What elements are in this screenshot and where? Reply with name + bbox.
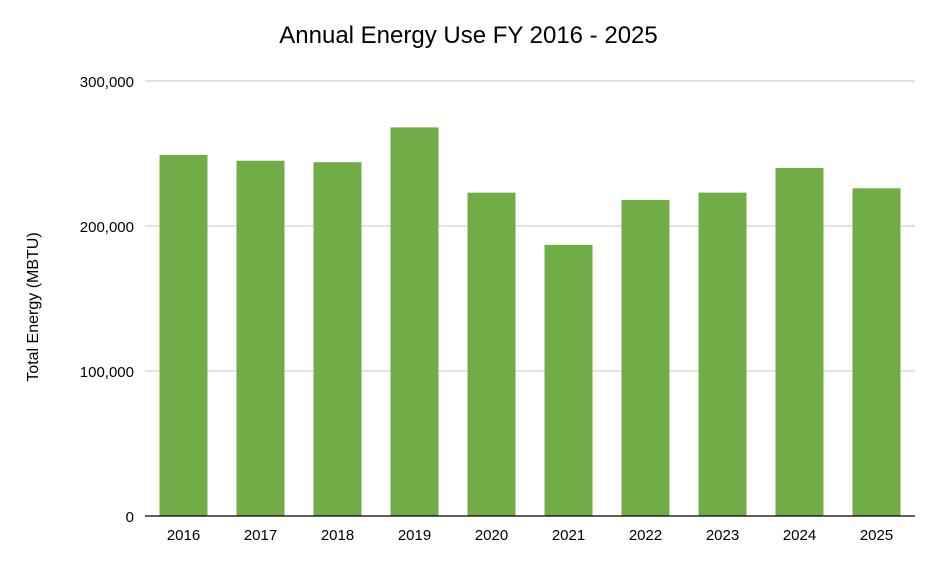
x-tick-label: 2019: [398, 527, 431, 544]
y-tick-label: 0: [126, 509, 134, 526]
x-tick-label: 2024: [783, 527, 816, 544]
x-tick-label: 2020: [475, 527, 508, 544]
bar: [236, 160, 285, 516]
bar: [390, 127, 439, 517]
bar: [467, 192, 516, 516]
bar: [159, 154, 208, 516]
bar: [698, 192, 747, 516]
y-tick-label: 100,000: [80, 364, 134, 381]
bar: [775, 168, 824, 516]
x-tick-label: 2023: [706, 527, 739, 544]
x-tick-label: 2016: [167, 527, 200, 544]
bar: [621, 199, 670, 516]
x-tick-label: 2025: [860, 527, 893, 544]
y-tick-label: 200,000: [80, 219, 134, 236]
bar: [852, 188, 901, 517]
y-tick-label: 300,000: [80, 74, 134, 91]
x-tick-label: 2018: [321, 527, 354, 544]
x-tick-label: 2017: [244, 527, 277, 544]
chart-title: Annual Energy Use FY 2016 - 2025: [279, 22, 658, 49]
bar: [544, 244, 593, 516]
bar: [313, 162, 362, 516]
x-tick-label: 2021: [552, 527, 585, 544]
x-tick-label: 2022: [629, 527, 662, 544]
